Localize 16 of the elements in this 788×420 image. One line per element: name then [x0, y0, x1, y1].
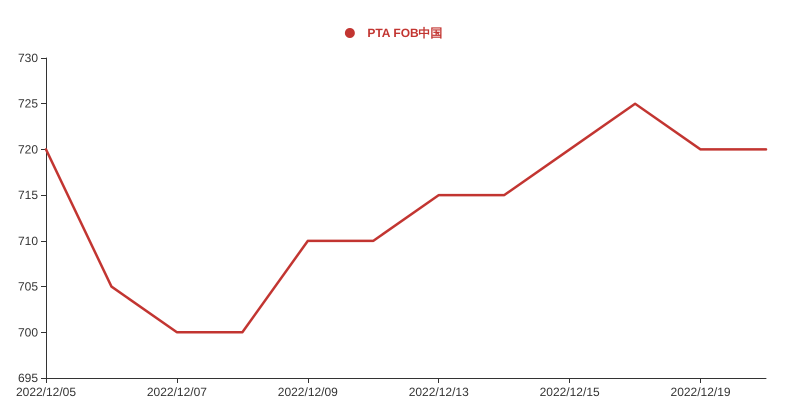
- x-tick-label: 2022/12/15: [540, 385, 600, 399]
- x-tick-label: 2022/12/19: [670, 385, 731, 399]
- x-tick-label: 2022/12/09: [278, 385, 338, 399]
- y-tick-label: 705: [18, 280, 38, 294]
- y-tick-label: 725: [18, 96, 38, 111]
- line-series: [44, 102, 768, 334]
- legend-label: PTA FOB中国: [367, 26, 443, 40]
- y-tick-label: 720: [18, 142, 38, 156]
- y-tick-label: 700: [18, 325, 38, 340]
- y-tick-label: 730: [18, 51, 38, 65]
- y-tick-label: 710: [18, 234, 38, 248]
- x-tick-label: 2022/12/07: [146, 385, 208, 399]
- y-tick-label: 715: [18, 188, 38, 202]
- x-tick-label: 2022/12/13: [408, 385, 470, 399]
- x-tick-label: 2022/12/05: [16, 385, 76, 399]
- y-tick-label: 695: [18, 371, 38, 385]
